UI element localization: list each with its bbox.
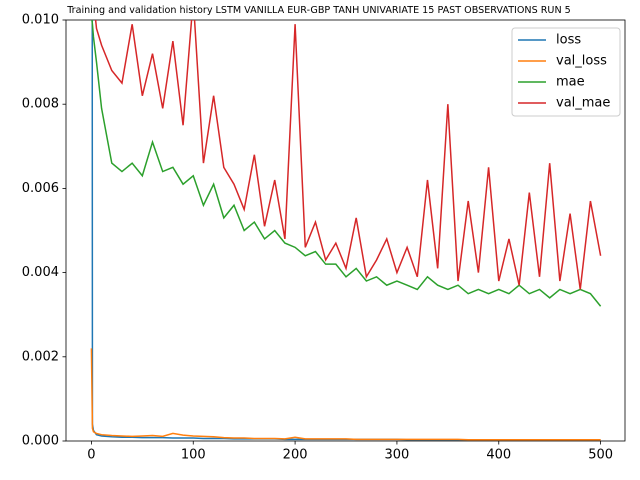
legend-label: val_loss <box>556 54 607 69</box>
y-tick-label: 0.000 <box>22 434 59 449</box>
y-tick-label: 0.010 <box>22 13 59 28</box>
legend-label: val_mae <box>556 96 610 111</box>
x-tick-label: 400 <box>486 448 511 463</box>
y-tick-label: 0.002 <box>22 349 59 364</box>
legend-label: mae <box>556 75 585 90</box>
plot-lines <box>90 20 602 441</box>
legend-label: loss <box>556 33 581 48</box>
plot-frame <box>65 19 626 442</box>
y-tick-label: 0.008 <box>22 97 59 112</box>
x-tick-label: 200 <box>283 448 308 463</box>
x-tick-label: 300 <box>385 448 410 463</box>
x-tick-label: 0 <box>87 448 95 463</box>
x-tick-label: 100 <box>181 448 206 463</box>
legend-box <box>511 27 621 117</box>
x-tick-label: 500 <box>588 448 613 463</box>
y-tick-label: 0.006 <box>22 181 59 196</box>
series-line <box>90 348 601 441</box>
chart-title: Training and validation history LSTM VAN… <box>66 5 571 16</box>
series-line <box>91 20 602 307</box>
y-tick-label: 0.004 <box>22 265 59 280</box>
series-line <box>94 20 602 290</box>
